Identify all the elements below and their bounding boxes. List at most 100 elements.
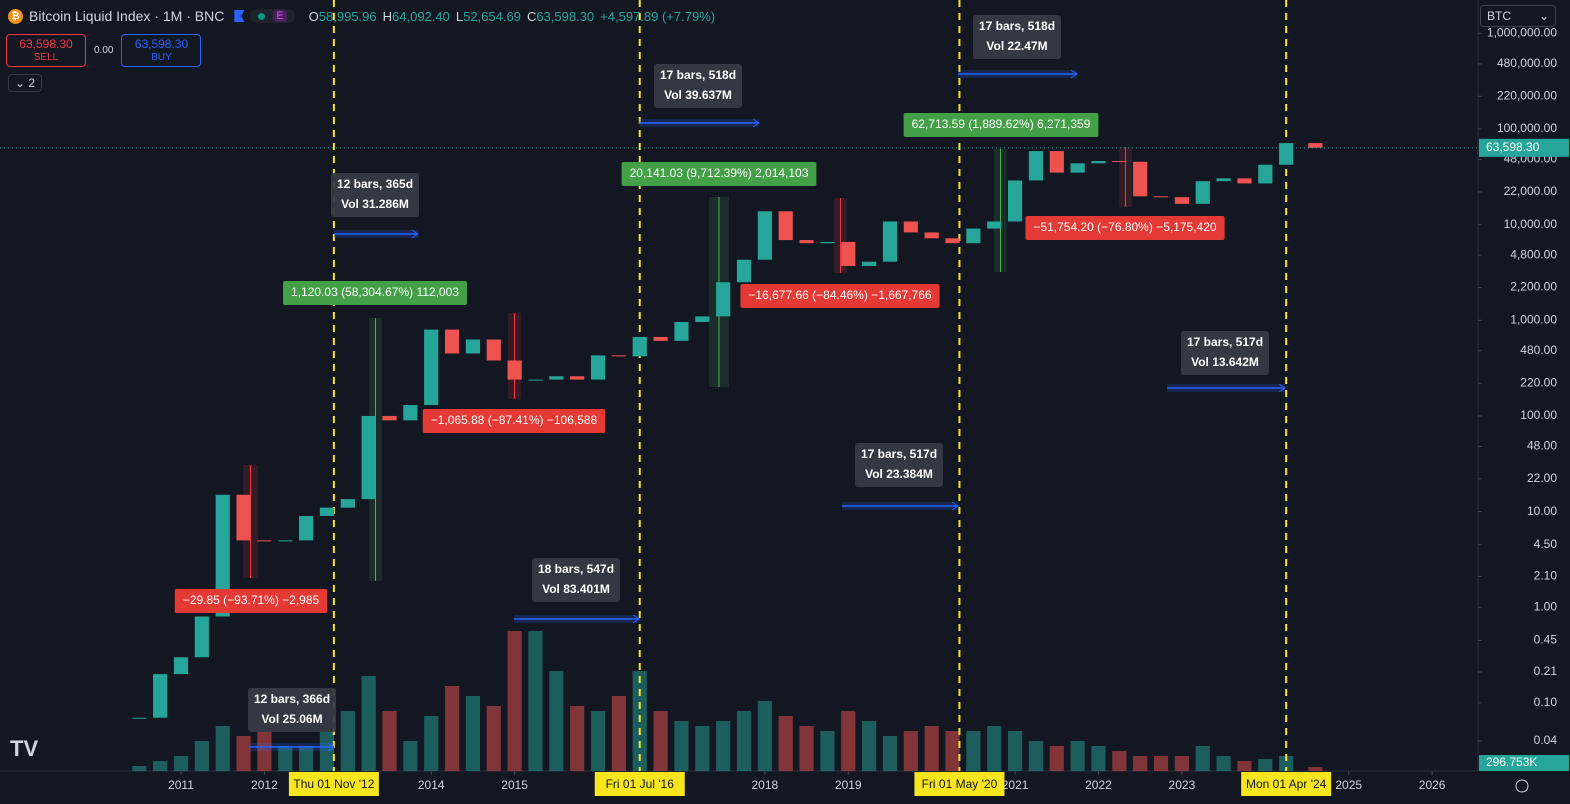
price-range-box: [1025, 216, 1225, 240]
candle-body: [1216, 178, 1231, 182]
volume-bar: [674, 721, 689, 771]
candle-body: [507, 360, 522, 380]
volume-bar: [882, 736, 898, 771]
currency-select[interactable]: BTC ⌄: [1480, 5, 1556, 27]
volume-bar: [799, 726, 814, 771]
sell-button[interactable]: 63,598.30 SELL: [6, 34, 86, 67]
volume-bar: [1258, 759, 1273, 771]
halving-label: Fri 01 Jul '16: [606, 777, 675, 791]
buy-button[interactable]: 63,598.30 BUY: [121, 34, 202, 67]
date-range-vol: Vol 22.47M: [986, 39, 1047, 53]
candle-body: [987, 221, 1002, 229]
volume-bar: [236, 736, 251, 771]
y-tick-label: 22,000.00: [1504, 184, 1558, 198]
candle-body: [465, 339, 481, 354]
volume-bar: [1070, 741, 1085, 771]
flag-icon[interactable]: [234, 10, 245, 22]
halving-label: Thu 01 Nov '12: [293, 777, 374, 791]
candle-body: [549, 376, 564, 380]
candle-body: [361, 415, 376, 500]
indicator-toggle[interactable]: ⌄ 2: [8, 74, 43, 92]
candle-body: [778, 211, 793, 241]
date-range-bars: 12 bars, 365d: [337, 177, 413, 191]
volume-bar: [653, 711, 668, 771]
date-range-vol: Vol 23.384M: [865, 467, 933, 481]
y-tick-label: 0.04: [1534, 733, 1558, 747]
volume-bar: [862, 721, 877, 771]
candle-body: [1174, 197, 1189, 204]
x-tick-label: 2025: [1335, 778, 1362, 792]
candle-body: [278, 540, 293, 542]
price-range-box: [174, 589, 328, 613]
volume-bar: [299, 746, 314, 771]
y-tick-label: 2,200.00: [1510, 280, 1557, 294]
candle-body: [1091, 161, 1106, 164]
candle-body: [945, 238, 960, 244]
date-range-bars: 17 bars, 518d: [660, 68, 736, 82]
date-range-arrowhead: [632, 614, 640, 624]
halving-label-bg: [288, 772, 379, 796]
halving-label: Mon 01 Apr '24: [1246, 777, 1327, 791]
candle-body: [674, 322, 689, 341]
status-pill[interactable]: E: [250, 9, 295, 23]
volume-bar: [1308, 767, 1323, 771]
candle-body: [236, 494, 251, 541]
y-tick-label: 0.21: [1534, 664, 1558, 678]
volume-bar: [278, 746, 293, 771]
y-tick-label: 1.00: [1534, 599, 1558, 613]
candle-body: [403, 405, 418, 421]
volume-bar: [1007, 731, 1023, 771]
candle-body: [1308, 143, 1323, 148]
x-tick-label: 2026: [1419, 778, 1446, 792]
x-tick-label: 2018: [752, 778, 779, 792]
date-range-box: [1181, 331, 1269, 375]
candle-body: [903, 221, 918, 233]
tv-logo: TV: [10, 736, 38, 761]
volume-bar: [966, 731, 981, 771]
date-range-box: [855, 443, 943, 487]
candle-body: [1028, 151, 1044, 181]
price-range-box: [903, 113, 1099, 137]
symbol-title[interactable]: Bitcoin Liquid Index · 1M · BNC: [29, 8, 225, 24]
date-range-box: [248, 688, 336, 732]
candle-body: [257, 540, 272, 542]
candle-body: [736, 259, 752, 283]
date-range-bars: 17 bars, 517d: [1187, 335, 1263, 349]
candle-body: [695, 316, 710, 323]
volume-bar: [549, 671, 564, 771]
price-range-label: 1,120.03 (58,304.67%) 112,003: [291, 285, 459, 299]
indicator-count: 2: [28, 76, 36, 90]
y-tick-label: 220,000.00: [1497, 88, 1557, 102]
date-range-arrowhead: [1278, 383, 1286, 393]
last-price-label: 63,598.30: [1486, 140, 1540, 154]
price-range-box: [740, 284, 940, 308]
volume-bar: [611, 696, 626, 771]
y-tick-label: 0.45: [1534, 633, 1558, 647]
date-range-bars: 18 bars, 547d: [538, 562, 614, 576]
volume-label-box: [1479, 755, 1569, 771]
price-range-label: −29.85 (−93.71%) −2,985: [183, 593, 320, 607]
halving-label-bg: [594, 772, 685, 796]
volume-bar: [319, 731, 335, 771]
volume-bar: [570, 706, 585, 771]
price-range-box: [283, 281, 467, 305]
candle-body: [153, 674, 168, 718]
date-range-vol: Vol 31.286M: [341, 197, 409, 211]
settings-icon[interactable]: [1515, 779, 1529, 793]
candle-body: [1112, 161, 1127, 163]
date-range-vol: Vol 39.637M: [664, 88, 732, 102]
y-tick-label: 4,800.00: [1510, 247, 1557, 261]
price-range-label: −51,754.20 (−76.80%) −5,175,420: [1033, 220, 1216, 234]
volume-bar: [924, 726, 939, 771]
spread: 0.00: [94, 45, 114, 56]
y-tick-label: 22.00: [1527, 471, 1557, 485]
x-tick-label: 2012: [251, 778, 278, 792]
volume-bar: [215, 726, 230, 771]
volume-bar: [903, 731, 918, 771]
candle-body: [340, 499, 355, 508]
y-tick-label: 1,000,000.00: [1487, 26, 1557, 40]
candle-body: [632, 336, 647, 357]
volume-label: 296.753K: [1486, 755, 1537, 769]
volume-bar: [1279, 756, 1294, 771]
